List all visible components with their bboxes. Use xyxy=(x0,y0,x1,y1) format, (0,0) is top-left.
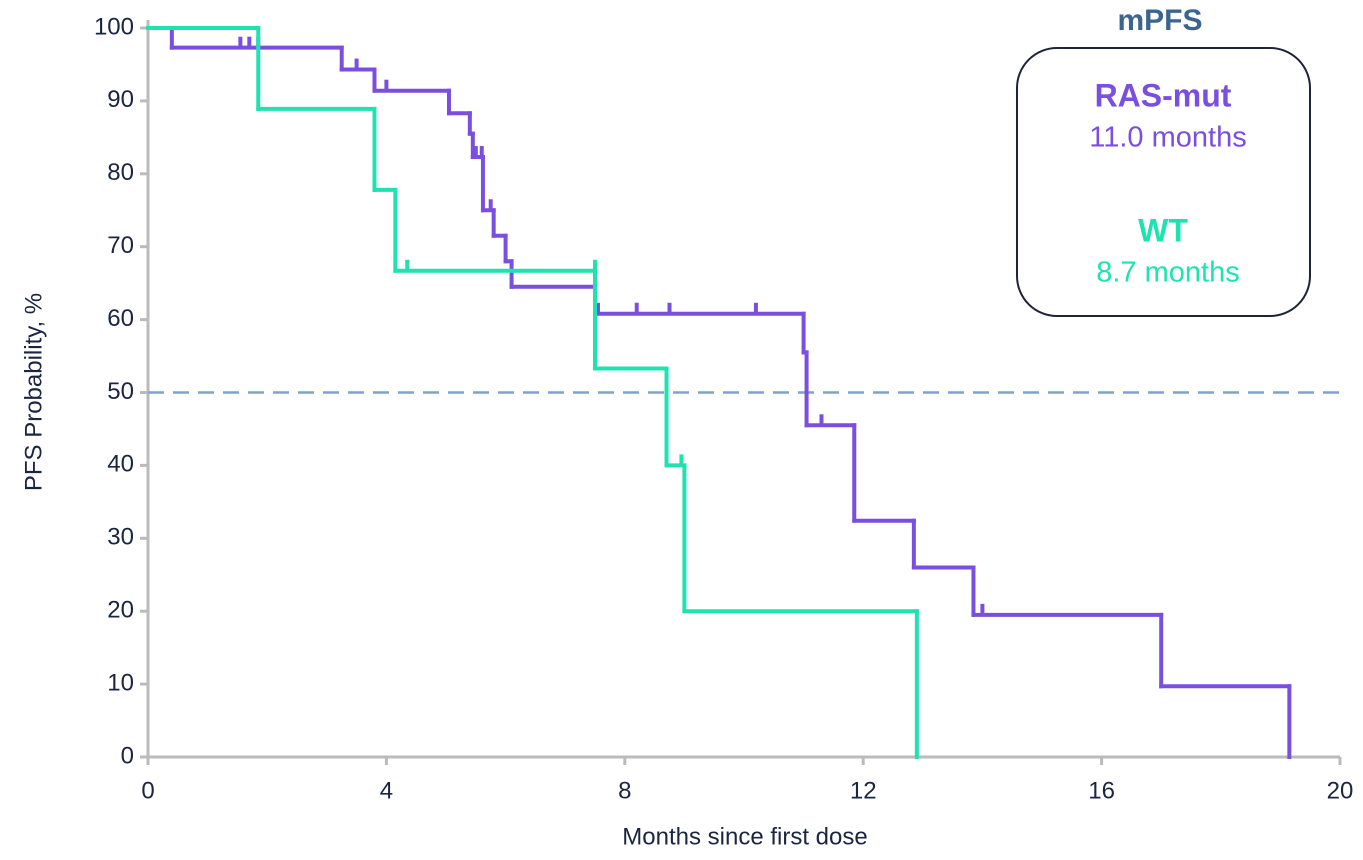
y-tick-label: 50 xyxy=(107,378,134,405)
y-tick-label: 60 xyxy=(107,305,134,332)
legend-median: 8.7 months xyxy=(1096,257,1239,289)
x-tick-label: 16 xyxy=(1088,777,1115,804)
legend-name: RAS-mut xyxy=(1095,77,1232,113)
y-tick-label: 10 xyxy=(107,669,134,696)
legend-title: mPFS xyxy=(1117,4,1202,37)
legend-name: WT xyxy=(1138,212,1188,248)
x-tick-label: 4 xyxy=(380,777,393,804)
y-tick-label: 80 xyxy=(107,159,134,186)
legend-median: 11.0 months xyxy=(1089,122,1246,154)
y-tick-label: 20 xyxy=(107,597,134,624)
x-tick-label: 12 xyxy=(850,777,877,804)
y-tick-label: 30 xyxy=(107,524,134,551)
legend-box xyxy=(1016,47,1311,317)
x-tick-label: 8 xyxy=(618,777,631,804)
x-tick-label: 0 xyxy=(141,777,154,804)
x-axis-title: Months since first dose xyxy=(622,823,867,850)
x-tick-label: 20 xyxy=(1327,777,1354,804)
y-axis-title: PFS Probability, % xyxy=(20,293,47,491)
y-tick-label: 90 xyxy=(107,86,134,113)
y-tick-label: 40 xyxy=(107,451,134,478)
y-tick-label: 70 xyxy=(107,232,134,259)
y-tick-label: 100 xyxy=(94,13,134,40)
y-tick-label: 0 xyxy=(121,742,134,769)
